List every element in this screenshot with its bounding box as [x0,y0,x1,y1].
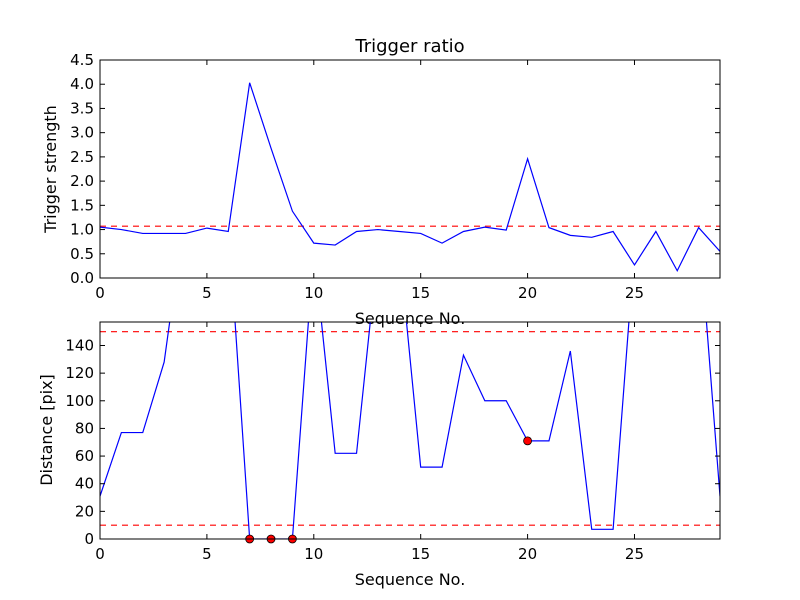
bottom-highlight-point [523,436,532,446]
bottom-x-tick-label: 20 [518,545,537,563]
bottom-y-tick-label: 60 [75,447,94,465]
bottom-y-tick-label: 0 [84,530,94,548]
top-y-tick-label: 0.0 [70,269,94,287]
top-y-tick-label: 1.0 [70,221,94,239]
bottom-y-ticks: 0 20 40 60 80 100 120 140 [65,336,720,548]
bottom-series [100,322,720,539]
bottom-x-tick-label: 10 [304,545,323,563]
top-x-tick-label: 0 [95,284,105,302]
top-x-tick-label: 10 [304,284,323,302]
top-x-tick-label: 25 [625,284,644,302]
top-series-line-0 [100,82,720,273]
bottom-y-tick-label: 80 [75,419,94,437]
top-x-tick-label: 5 [202,284,212,302]
bottom-y-tick-label: 100 [65,392,94,410]
top-chart-title: Trigger ratio [354,36,464,57]
bottom-plot: 0 5 10 15 20 25 0 20 40 60 80 100 120 140 Sequence N… [37,321,721,589]
top-x-tick-label: 20 [518,284,537,302]
bottom-axes-frame [99,321,721,540]
top-y-tick-label: 4.0 [70,75,94,93]
top-y-ticks: 0.0 0.5 1.0 1.5 2.0 2.5 3.0 3.5 4.0 4.5 [70,51,720,287]
bottom-x-axis-label: Sequence No. [355,570,466,589]
bottom-x-tick-label: 5 [202,545,212,563]
top-plot: Trigger ratio 0 5 10 15 20 25 0.0 0.5 1.0 1.5 2.0… [41,36,721,328]
bottom-y-tick-label: 120 [65,364,94,382]
top-y-tick-label: 4.5 [70,51,94,69]
bottom-y-tick-label: 140 [65,336,94,354]
bottom-x-tick-label: 15 [411,545,430,563]
top-series [100,82,720,273]
bottom-x-tick-label: 25 [625,545,644,563]
bottom-y-tick-label: 40 [75,475,94,493]
top-y-tick-label: 0.5 [70,245,94,263]
top-y-tick-label: 3.5 [70,99,94,117]
top-y-tick-label: 3.0 [70,124,94,142]
bottom-threshold-lines [100,331,720,526]
bottom-series-line-0 [100,322,720,539]
bottom-y-axis-label: Distance [pix] [37,374,56,486]
bottom-x-ticks: 0 5 10 15 20 25 [95,322,644,563]
top-y-axis-label: Trigger strength [41,105,60,234]
top-x-tick-label: 15 [411,284,430,302]
top-axes-frame [99,59,721,279]
bottom-highlight-points [245,436,532,544]
top-x-ticks: 0 5 10 15 20 25 [95,60,644,302]
top-y-tick-label: 2.0 [70,172,94,190]
top-y-tick-label: 2.5 [70,148,94,166]
bottom-x-tick-label: 0 [95,545,105,563]
top-x-axis-label: Sequence No. [355,309,466,328]
bottom-y-tick-label: 20 [75,502,94,520]
top-y-tick-label: 1.5 [70,196,94,214]
